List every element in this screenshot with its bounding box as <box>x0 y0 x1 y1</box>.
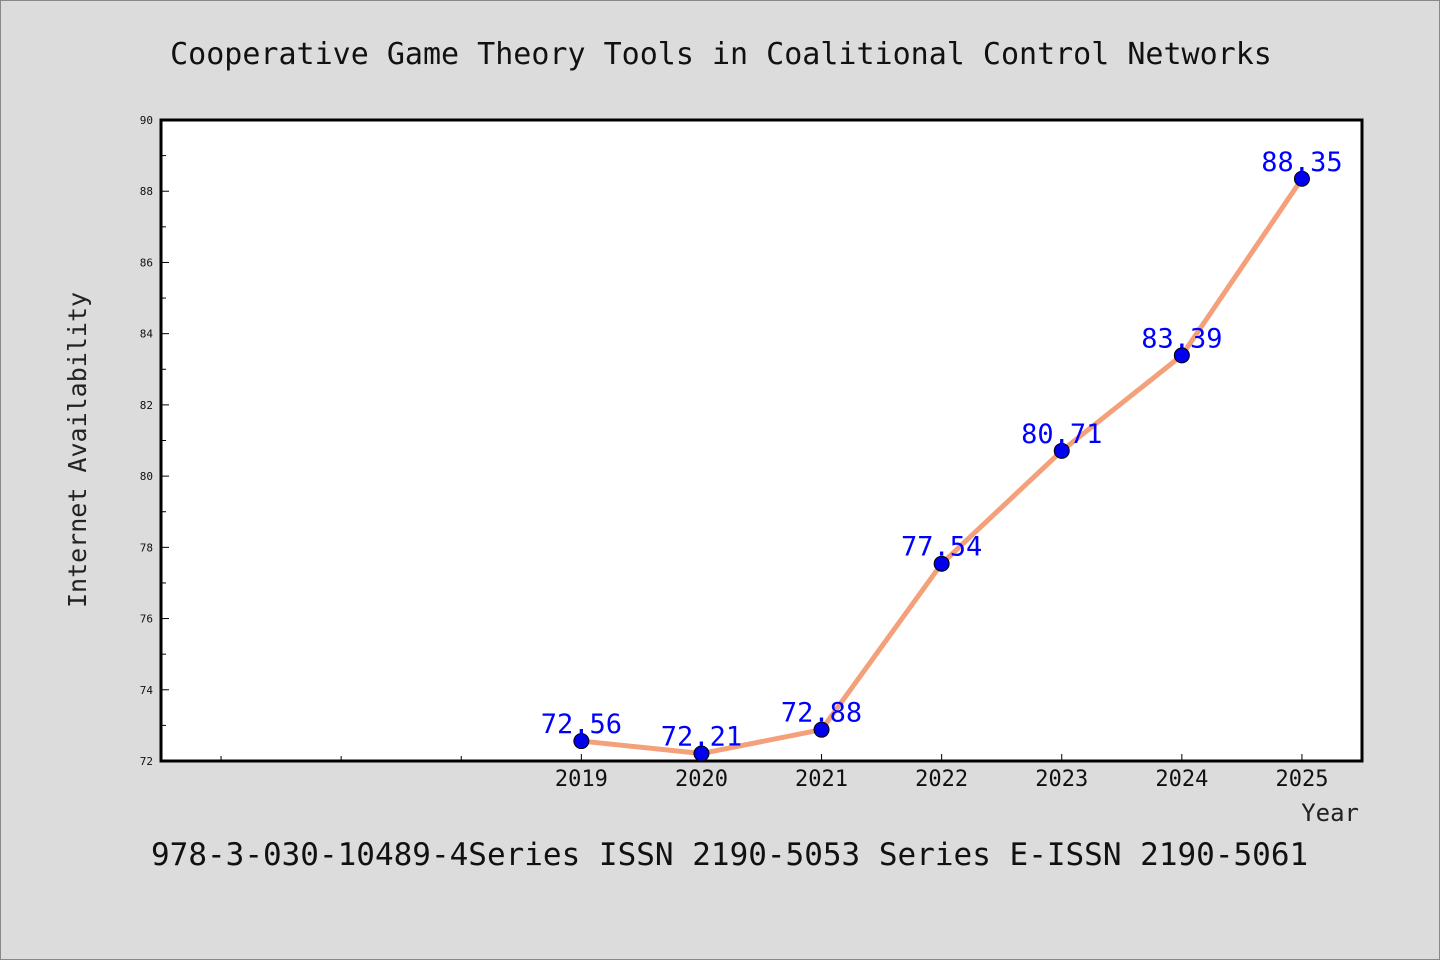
x-tick-label: 2023 <box>1035 767 1088 792</box>
x-tick-label: 2019 <box>555 767 608 792</box>
y-tick-label: 80 <box>140 470 153 483</box>
data-point <box>693 745 710 762</box>
y-tick-label: 72 <box>140 755 153 768</box>
data-label: 83.39 <box>1141 323 1222 354</box>
x-axis-label: Year <box>1301 799 1359 827</box>
footer-text: 978-3-030-10489-4Series ISSN 2190-5053 S… <box>151 837 1308 873</box>
data-label: 72.56 <box>541 709 622 740</box>
data-point <box>813 721 830 738</box>
y-tick-label: 86 <box>140 256 153 269</box>
y-tick-label: 88 <box>140 185 153 198</box>
series-layer: 72.56 72.21 72.88 77.54 80.71 83.39 88.35 <box>541 147 1343 762</box>
y-tick-label: 90 <box>140 114 153 127</box>
data-point <box>933 555 950 572</box>
y-tick-label: 84 <box>140 328 154 341</box>
data-label: 72.88 <box>781 698 862 729</box>
x-tick-label: 2021 <box>795 767 848 792</box>
y-tick-label: 82 <box>140 399 153 412</box>
data-label: 72.21 <box>661 722 742 753</box>
y-tick-label: 76 <box>140 613 153 626</box>
x-tick-label: 2024 <box>1155 767 1208 792</box>
y-tick-label: 74 <box>140 684 154 697</box>
x-tick-label: 2020 <box>675 767 728 792</box>
y-axis-label: Internet Availability <box>63 292 92 608</box>
data-point <box>573 733 590 750</box>
x-tick-label: 2022 <box>915 767 968 792</box>
data-label: 88.35 <box>1261 147 1342 178</box>
data-point <box>1293 170 1310 187</box>
data-point <box>1173 347 1190 364</box>
data-point <box>1053 442 1070 459</box>
plot-area <box>159 118 1364 763</box>
chart-title: Cooperative Game Theory Tools in Coaliti… <box>170 37 1272 72</box>
data-label: 80.71 <box>1021 419 1102 450</box>
x-tick-label: 2025 <box>1275 767 1328 792</box>
y-tick-label: 78 <box>140 541 153 554</box>
y-axis: 72 74 76 78 80 82 84 86 88 90 <box>140 114 169 768</box>
x-axis: 2019 2020 2021 2022 2023 2024 2025 <box>220 754 1328 792</box>
data-label: 77.54 <box>901 532 982 563</box>
